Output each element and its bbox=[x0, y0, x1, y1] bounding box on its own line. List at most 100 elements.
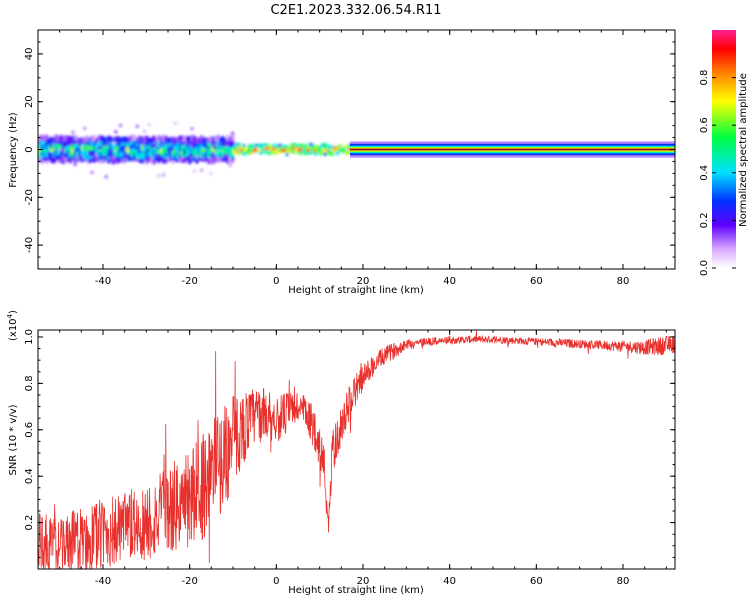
colorbar: 0.0 0.2 0.4 0.6 0.8 Normalized spectral ampl… bbox=[699, 30, 749, 276]
band-cell bbox=[223, 151, 228, 158]
x-tick-label: -40 bbox=[95, 276, 111, 287]
band-cell bbox=[242, 152, 246, 156]
colorbar-tick-label: 0.2 bbox=[699, 212, 710, 228]
band-cell bbox=[73, 142, 77, 148]
band-cell bbox=[102, 156, 106, 163]
band-cell bbox=[114, 150, 118, 157]
band-cell bbox=[244, 146, 249, 150]
band-cell bbox=[135, 152, 139, 159]
band-cell bbox=[152, 153, 156, 160]
band-cell bbox=[176, 152, 180, 159]
band-cell bbox=[54, 138, 58, 145]
band-cell bbox=[254, 148, 258, 152]
band-cell bbox=[211, 152, 216, 159]
band-cell bbox=[268, 151, 272, 155]
band-cell bbox=[140, 157, 144, 164]
band-cell bbox=[316, 145, 320, 149]
band-cell bbox=[237, 142, 242, 147]
band-outlier bbox=[181, 138, 184, 142]
y-tick-label: 0.2 bbox=[24, 515, 35, 531]
band-cell bbox=[45, 134, 49, 141]
x-tick-label: 40 bbox=[443, 576, 456, 587]
band-cell bbox=[337, 144, 342, 148]
band-cell bbox=[171, 144, 175, 151]
band-cell bbox=[292, 146, 296, 151]
band-cell bbox=[121, 155, 125, 161]
band-cell bbox=[130, 139, 135, 145]
band-cell bbox=[302, 149, 306, 153]
colorbar-tick-label: 0.6 bbox=[699, 117, 710, 133]
band-cell bbox=[133, 148, 137, 154]
band-cell bbox=[209, 148, 213, 155]
band-cell bbox=[209, 152, 213, 158]
band-cell bbox=[283, 144, 287, 149]
band-cell bbox=[173, 137, 178, 144]
band-cell bbox=[311, 144, 315, 148]
band-cell bbox=[342, 145, 346, 150]
band-cell bbox=[294, 150, 299, 154]
band-cell bbox=[280, 148, 284, 152]
band-cell bbox=[188, 158, 192, 165]
band-cell bbox=[226, 134, 230, 141]
band-outlier bbox=[142, 130, 146, 134]
band-cell bbox=[209, 158, 213, 164]
band-cell bbox=[59, 157, 63, 163]
colorbar-strip bbox=[712, 30, 736, 268]
band-cell bbox=[157, 148, 161, 154]
band-outlier bbox=[111, 141, 115, 145]
band-cell bbox=[204, 153, 209, 160]
band-outlier bbox=[231, 131, 235, 135]
band-cell bbox=[104, 140, 108, 147]
band-cell bbox=[61, 158, 66, 164]
band-cell bbox=[200, 151, 204, 158]
band-cell bbox=[85, 154, 89, 161]
band-outlier bbox=[145, 161, 149, 165]
band-cell bbox=[242, 148, 246, 152]
band-cell bbox=[318, 145, 323, 150]
band-cell bbox=[306, 145, 311, 149]
band-cell bbox=[73, 149, 77, 155]
band-cell bbox=[78, 142, 82, 148]
band-cell bbox=[335, 151, 339, 156]
band-cell bbox=[178, 152, 182, 159]
band-cell bbox=[159, 146, 163, 153]
band-cell bbox=[299, 148, 303, 152]
band-cell bbox=[247, 151, 251, 155]
band-cell bbox=[80, 137, 85, 144]
band-cell bbox=[176, 142, 180, 149]
x-tick-label: 80 bbox=[617, 576, 630, 587]
band-cell bbox=[181, 147, 185, 154]
band-cell bbox=[42, 150, 47, 157]
band-cell bbox=[154, 155, 159, 161]
band-cell bbox=[226, 152, 230, 159]
band-cell bbox=[92, 141, 97, 147]
band-cell bbox=[223, 148, 228, 155]
band-cell bbox=[347, 146, 351, 151]
band-cell bbox=[309, 150, 313, 155]
band-cell bbox=[107, 154, 111, 161]
band-cell bbox=[223, 140, 228, 147]
band-cell bbox=[188, 153, 192, 160]
band-cell bbox=[40, 157, 44, 164]
band-cell bbox=[173, 151, 178, 158]
band-cell bbox=[107, 157, 111, 164]
band-cell bbox=[195, 137, 199, 144]
band-cell bbox=[73, 154, 77, 161]
band-cell bbox=[192, 135, 197, 142]
band-cell bbox=[102, 146, 106, 153]
band-cell bbox=[57, 142, 61, 149]
band-cell bbox=[204, 137, 209, 144]
band-cell bbox=[78, 154, 82, 160]
band-cell bbox=[88, 144, 92, 151]
band-cell bbox=[211, 146, 216, 152]
x-tick-label: 0 bbox=[273, 276, 279, 287]
band-cell bbox=[157, 157, 161, 163]
spectrogram-ylabel: Frequency (Hz) bbox=[8, 112, 19, 188]
y-tick-label: -40 bbox=[24, 237, 35, 253]
band-cell bbox=[171, 158, 175, 164]
band-cell bbox=[176, 136, 180, 143]
band-cell bbox=[64, 135, 68, 141]
band-cell bbox=[71, 135, 75, 142]
band-cell bbox=[325, 151, 330, 156]
band-cell bbox=[80, 149, 85, 156]
